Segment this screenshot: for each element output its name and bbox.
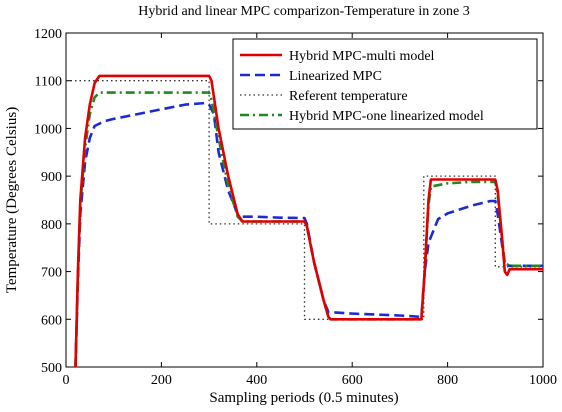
y-tick-label: 800: [41, 218, 62, 233]
y-tick-label: 1200: [34, 27, 62, 42]
x-axis-label: Sampling periods (0.5 minutes): [209, 390, 398, 406]
y-axis-label: Temperature (Degrees Celsius): [4, 107, 20, 293]
chart-title: Hybrid and linear MPC comparizon-Tempera…: [138, 4, 469, 19]
legend-label: Referent temperature: [289, 89, 408, 104]
y-axis: 500 600 700 800 900 1000 1100 1200: [34, 27, 543, 376]
y-tick-label: 500: [41, 361, 62, 376]
y-tick-label: 1100: [35, 75, 62, 90]
plot-lines: [66, 74, 543, 368]
y-tick-label: 1000: [34, 122, 62, 137]
legend: Hybrid MPC-multi model Linearized MPC Refe…: [232, 38, 538, 130]
y-tick-label: 700: [41, 266, 62, 281]
y-tick-label: 600: [41, 313, 62, 328]
x-tick-label: 800: [437, 373, 458, 388]
series-line-linearized-mpc: [74, 101, 543, 368]
series-line-hybrid-mpc-multi-model: [74, 74, 543, 368]
legend-label: Hybrid MPC-one linearized model: [289, 109, 484, 124]
legend-box: [232, 38, 538, 130]
x-tick-label: 1000: [529, 373, 557, 388]
x-tick-label: 0: [63, 373, 70, 388]
x-axis: 0 200 400 600 800 1000: [63, 33, 557, 388]
series-line-hybrid-mpc-one-linearized-model: [74, 91, 543, 368]
legend-label: Linearized MPC: [289, 69, 382, 84]
legend-label: Hybrid MPC-multi model: [289, 49, 435, 64]
y-tick-label: 900: [41, 170, 62, 185]
x-tick-label: 600: [342, 373, 363, 388]
x-tick-label: 400: [246, 373, 267, 388]
x-tick-label: 200: [151, 373, 172, 388]
legend-items: Hybrid MPC-multi model Linearized MPC Refe…: [240, 49, 484, 124]
